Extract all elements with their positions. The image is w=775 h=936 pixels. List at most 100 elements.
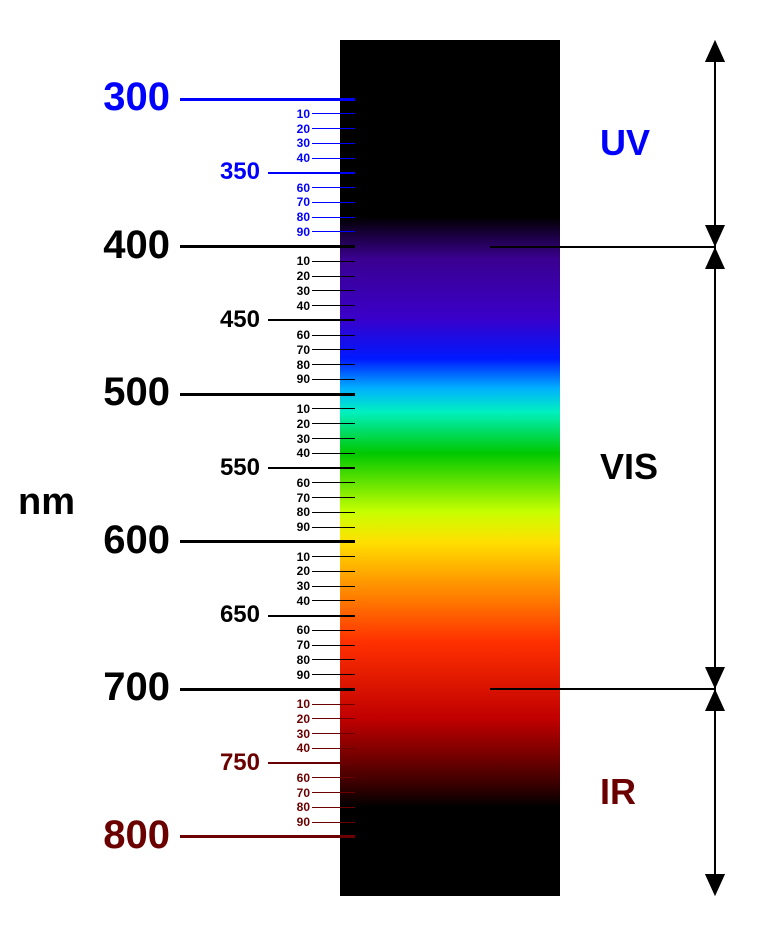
region-label-ir: IR <box>600 771 636 813</box>
major-tick-450 <box>268 319 355 321</box>
minor-tick-490 <box>312 379 355 380</box>
minor-label-670: 70 <box>288 638 310 652</box>
minor-tick-480 <box>312 364 355 365</box>
minor-label-510: 10 <box>288 402 310 416</box>
minor-tick-740 <box>312 748 355 749</box>
minor-label-690: 90 <box>288 668 310 682</box>
minor-label-310: 10 <box>288 107 310 121</box>
minor-tick-720 <box>312 718 355 719</box>
major-tick-300 <box>180 98 355 101</box>
minor-tick-690 <box>312 674 355 675</box>
region-arrow-down-ir <box>705 874 725 896</box>
minor-tick-570 <box>312 497 355 498</box>
minor-tick-310 <box>312 113 355 114</box>
minor-label-320: 20 <box>288 122 310 136</box>
minor-tick-390 <box>312 231 355 232</box>
major-tick-800 <box>180 835 355 838</box>
minor-label-440: 40 <box>288 299 310 313</box>
minor-tick-790 <box>312 822 355 823</box>
major-tick-400 <box>180 245 355 248</box>
minor-tick-560 <box>312 482 355 483</box>
minor-tick-710 <box>312 704 355 705</box>
minor-tick-780 <box>312 807 355 808</box>
major-label-450: 450 <box>200 306 260 334</box>
minor-tick-670 <box>312 645 355 646</box>
minor-label-580: 80 <box>288 505 310 519</box>
minor-tick-410 <box>312 261 355 262</box>
minor-label-540: 40 <box>288 446 310 460</box>
minor-tick-420 <box>312 276 355 277</box>
minor-tick-530 <box>312 438 355 439</box>
region-arrow-up-uv <box>705 40 725 62</box>
minor-tick-540 <box>312 453 355 454</box>
spectrum-diagram: nm30040050060070080035045055065075010203… <box>0 0 775 936</box>
minor-label-420: 20 <box>288 269 310 283</box>
link-line-700 <box>490 688 715 690</box>
link-line-400 <box>490 246 715 248</box>
minor-tick-640 <box>312 600 355 601</box>
minor-tick-730 <box>312 733 355 734</box>
spectrum-bar <box>340 40 560 896</box>
minor-tick-620 <box>312 571 355 572</box>
region-label-uv: UV <box>600 122 650 164</box>
minor-label-620: 20 <box>288 564 310 578</box>
minor-label-490: 90 <box>288 372 310 386</box>
minor-tick-440 <box>312 305 355 306</box>
minor-label-360: 60 <box>288 181 310 195</box>
minor-label-640: 40 <box>288 594 310 608</box>
major-tick-550 <box>268 467 355 469</box>
minor-label-590: 90 <box>288 520 310 534</box>
minor-tick-660 <box>312 630 355 631</box>
minor-label-610: 10 <box>288 550 310 564</box>
major-tick-650 <box>268 615 355 617</box>
minor-label-430: 30 <box>288 284 310 298</box>
region-arrow-down-uv <box>705 225 725 247</box>
minor-label-730: 30 <box>288 727 310 741</box>
minor-tick-460 <box>312 335 355 336</box>
minor-label-560: 60 <box>288 476 310 490</box>
minor-label-370: 70 <box>288 195 310 209</box>
minor-tick-590 <box>312 527 355 528</box>
minor-tick-370 <box>312 202 355 203</box>
minor-tick-360 <box>312 187 355 188</box>
major-label-750: 750 <box>200 749 260 777</box>
minor-tick-580 <box>312 512 355 513</box>
major-tick-350 <box>268 172 355 174</box>
minor-tick-680 <box>312 659 355 660</box>
major-label-650: 650 <box>200 601 260 629</box>
major-label-500: 500 <box>80 370 170 415</box>
minor-label-460: 60 <box>288 328 310 342</box>
minor-label-660: 60 <box>288 623 310 637</box>
minor-label-520: 20 <box>288 417 310 431</box>
minor-label-380: 80 <box>288 210 310 224</box>
region-arrow-up-ir <box>705 689 725 711</box>
minor-label-720: 20 <box>288 712 310 726</box>
major-label-350: 350 <box>200 158 260 186</box>
minor-label-710: 10 <box>288 697 310 711</box>
minor-tick-630 <box>312 586 355 587</box>
minor-tick-330 <box>312 143 355 144</box>
region-arrow-up-vis <box>705 247 725 269</box>
minor-tick-470 <box>312 349 355 350</box>
region-arrow-down-vis <box>705 667 725 689</box>
minor-tick-340 <box>312 158 355 159</box>
major-tick-500 <box>180 393 355 396</box>
minor-tick-520 <box>312 423 355 424</box>
minor-label-570: 70 <box>288 491 310 505</box>
minor-tick-610 <box>312 556 355 557</box>
minor-label-630: 30 <box>288 579 310 593</box>
major-tick-700 <box>180 688 355 691</box>
minor-label-340: 40 <box>288 151 310 165</box>
minor-tick-380 <box>312 217 355 218</box>
minor-label-780: 80 <box>288 800 310 814</box>
minor-label-790: 90 <box>288 815 310 829</box>
minor-label-470: 70 <box>288 343 310 357</box>
minor-label-760: 60 <box>288 771 310 785</box>
major-label-700: 700 <box>80 665 170 710</box>
minor-tick-320 <box>312 128 355 129</box>
major-tick-750 <box>268 762 355 764</box>
major-label-550: 550 <box>200 454 260 482</box>
minor-label-330: 30 <box>288 136 310 150</box>
major-label-800: 800 <box>80 813 170 858</box>
axis-unit-label: nm <box>18 481 75 524</box>
